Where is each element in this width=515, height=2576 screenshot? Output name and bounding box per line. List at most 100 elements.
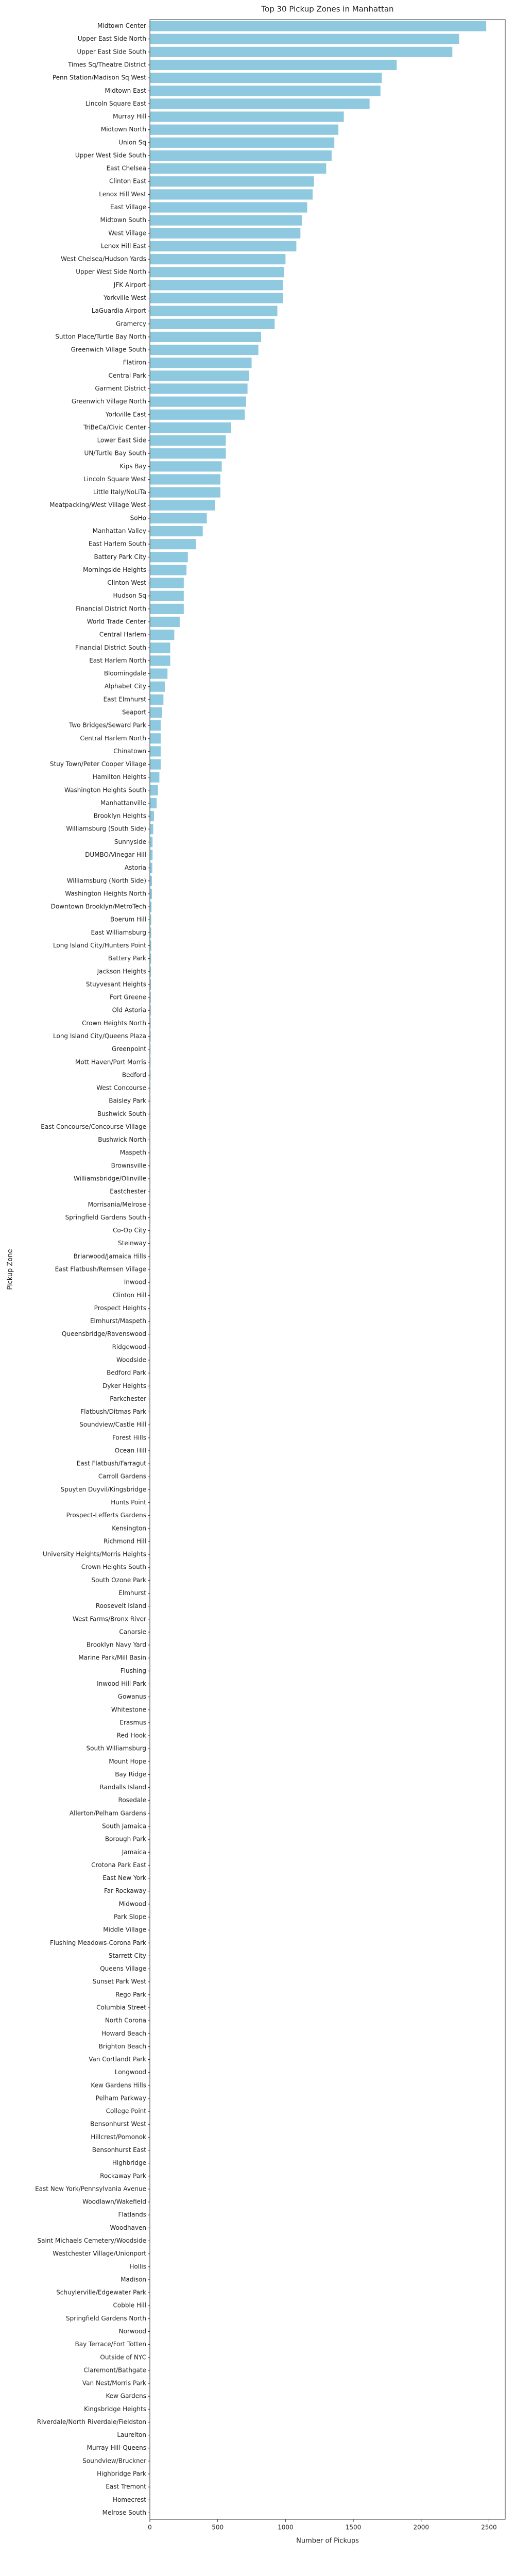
- chart-title: Top 30 Pickup Zones in Manhattan: [261, 5, 393, 14]
- bar: [150, 33, 459, 44]
- bar: [150, 241, 297, 252]
- y-tick-label: Queensbridge/Ravenswood: [62, 1330, 146, 1337]
- y-tick-label: Clinton Hill: [113, 1292, 146, 1299]
- y-tick-label: Yorkville West: [103, 294, 146, 301]
- y-tick-label: Crotona Park East: [91, 1861, 146, 1869]
- bar: [150, 902, 152, 912]
- bar: [150, 616, 180, 628]
- y-tick-label: Bay Terrace/Fort Totten: [75, 2341, 146, 2348]
- y-tick-label: Hunts Point: [111, 1499, 146, 1506]
- bar: [150, 370, 249, 381]
- y-tick-label: Westchester Village/Unionport: [53, 2250, 146, 2257]
- plot-frame: [149, 19, 506, 2520]
- y-tick-label: Central Harlem North: [80, 735, 146, 742]
- y-tick-label: Downtown Brooklyn/MetroTech: [51, 903, 146, 910]
- y-tick-label: Williamsbridge/Olinville: [74, 1175, 146, 1182]
- bar: [150, 280, 283, 291]
- bar: [150, 513, 207, 523]
- y-tick-label: Rego Park: [115, 1991, 146, 1998]
- y-tick-label: LaGuardia Airport: [92, 307, 147, 314]
- y-tick-label: Long Island City/Queens Plaza: [53, 1032, 146, 1040]
- bar: [150, 500, 215, 511]
- y-tick-label: Columbia Street: [96, 2004, 146, 2011]
- y-tick-label: Financial District South: [75, 644, 146, 651]
- y-tick-label: Eastchester: [110, 1188, 146, 1195]
- y-tick-label: Flatbush/Ditmas Park: [80, 1408, 146, 1415]
- bar: [150, 785, 158, 795]
- y-tick-label: Park Slope: [114, 1913, 146, 1920]
- y-tick-label: Sutton Place/Turtle Bay North: [55, 333, 146, 340]
- bar: [150, 526, 203, 537]
- y-tick-label: Lower East Side: [97, 437, 146, 444]
- y-tick-label: Madison: [121, 2276, 146, 2283]
- y-tick-label: Midwood: [119, 1900, 146, 1907]
- bar: [150, 461, 222, 472]
- y-tick-label: Upper West Side South: [75, 151, 146, 159]
- bar: [150, 228, 301, 239]
- bar: [150, 681, 165, 692]
- y-tick-label: UN/Turtle Bay South: [84, 450, 146, 457]
- y-tick-label: Whitestone: [111, 1706, 146, 1713]
- y-tick-label: Briarwood/Jamaica Hills: [74, 1252, 146, 1260]
- bar: [150, 98, 370, 109]
- y-tick-label: Maspeth: [120, 1149, 146, 1156]
- y-tick-label: South Williamsburg: [87, 1745, 146, 1752]
- bar: [150, 798, 157, 809]
- y-tick-label: Spuyten Duyvil/Kingsbridge: [61, 1486, 146, 1493]
- y-tick-label: Soundview/Castle Hill: [79, 1421, 146, 1428]
- y-tick-label: College Point: [106, 2108, 147, 2115]
- bar: [150, 759, 161, 770]
- bar: [150, 746, 161, 757]
- y-tick-label: East Village: [110, 204, 146, 211]
- y-tick-label: Morrisania/Melrose: [88, 1201, 146, 1208]
- y-tick-label: Central Park: [109, 372, 146, 379]
- y-tick-label: East Concourse/Concourse Village: [41, 1123, 146, 1130]
- y-tick-label: East Flatbush/Remsen Village: [55, 1266, 146, 1273]
- y-tick-label: East Flatbush/Farragut: [77, 1460, 147, 1467]
- y-tick-label: East Harlem South: [89, 540, 146, 548]
- y-tick-label: Lenox Hill West: [99, 191, 146, 198]
- y-tick-label: SoHo: [130, 514, 146, 521]
- bar: [150, 772, 160, 783]
- y-tick-label: Bensonhurst West: [90, 2121, 146, 2128]
- x-tick-label: 2500: [481, 2524, 497, 2531]
- y-tick-label: Bloomingdale: [104, 670, 146, 677]
- y-tick-label: Battery Park City: [94, 553, 147, 561]
- bar: [150, 435, 226, 446]
- bar: [150, 318, 275, 329]
- y-tick-label: Claremont/Bathgate: [84, 2366, 146, 2374]
- bar: [150, 150, 332, 161]
- y-tick-label: Allerton/Pelham Gardens: [70, 1809, 146, 1817]
- bar: [150, 707, 162, 718]
- bar: [150, 215, 302, 226]
- bar: [150, 345, 259, 355]
- y-tick-label: Hillcrest/Pomonok: [91, 2133, 146, 2141]
- y-tick-label: Alphabet City: [105, 683, 146, 690]
- bar: [150, 86, 381, 96]
- y-tick-label: North Corona: [105, 2017, 146, 2024]
- y-tick-label: Dyker Heights: [102, 1382, 146, 1389]
- y-tick-label: East Tremont: [106, 2483, 146, 2490]
- y-tick-label: Williamsburg (North Side): [67, 877, 146, 884]
- y-tick-label: University Heights/Morris Heights: [43, 1551, 146, 1558]
- x-tick-label: 1500: [346, 2524, 362, 2531]
- bar: [150, 603, 184, 614]
- bar: [150, 552, 188, 563]
- y-tick-label: JFK Airport: [113, 281, 146, 289]
- y-tick-label: Sunnyside: [114, 838, 146, 845]
- bar: [150, 733, 161, 744]
- y-tick-label: Queens Village: [100, 1965, 146, 1972]
- y-tick-label: Inwood: [124, 1279, 146, 1286]
- y-tick-label: Gowanus: [118, 1693, 146, 1700]
- bar: [150, 642, 170, 653]
- y-tick-label: Flatiron: [123, 359, 146, 366]
- y-tick-label: Richmond Hill: [104, 1537, 146, 1545]
- y-tick-label: Chinatown: [113, 748, 146, 755]
- bar: [150, 306, 278, 316]
- y-tick-label: Brownsville: [111, 1162, 146, 1169]
- y-tick-label: Mott Haven/Port Morris: [75, 1058, 146, 1065]
- bar: [150, 331, 261, 342]
- bar: [150, 409, 245, 420]
- bar: [150, 73, 382, 83]
